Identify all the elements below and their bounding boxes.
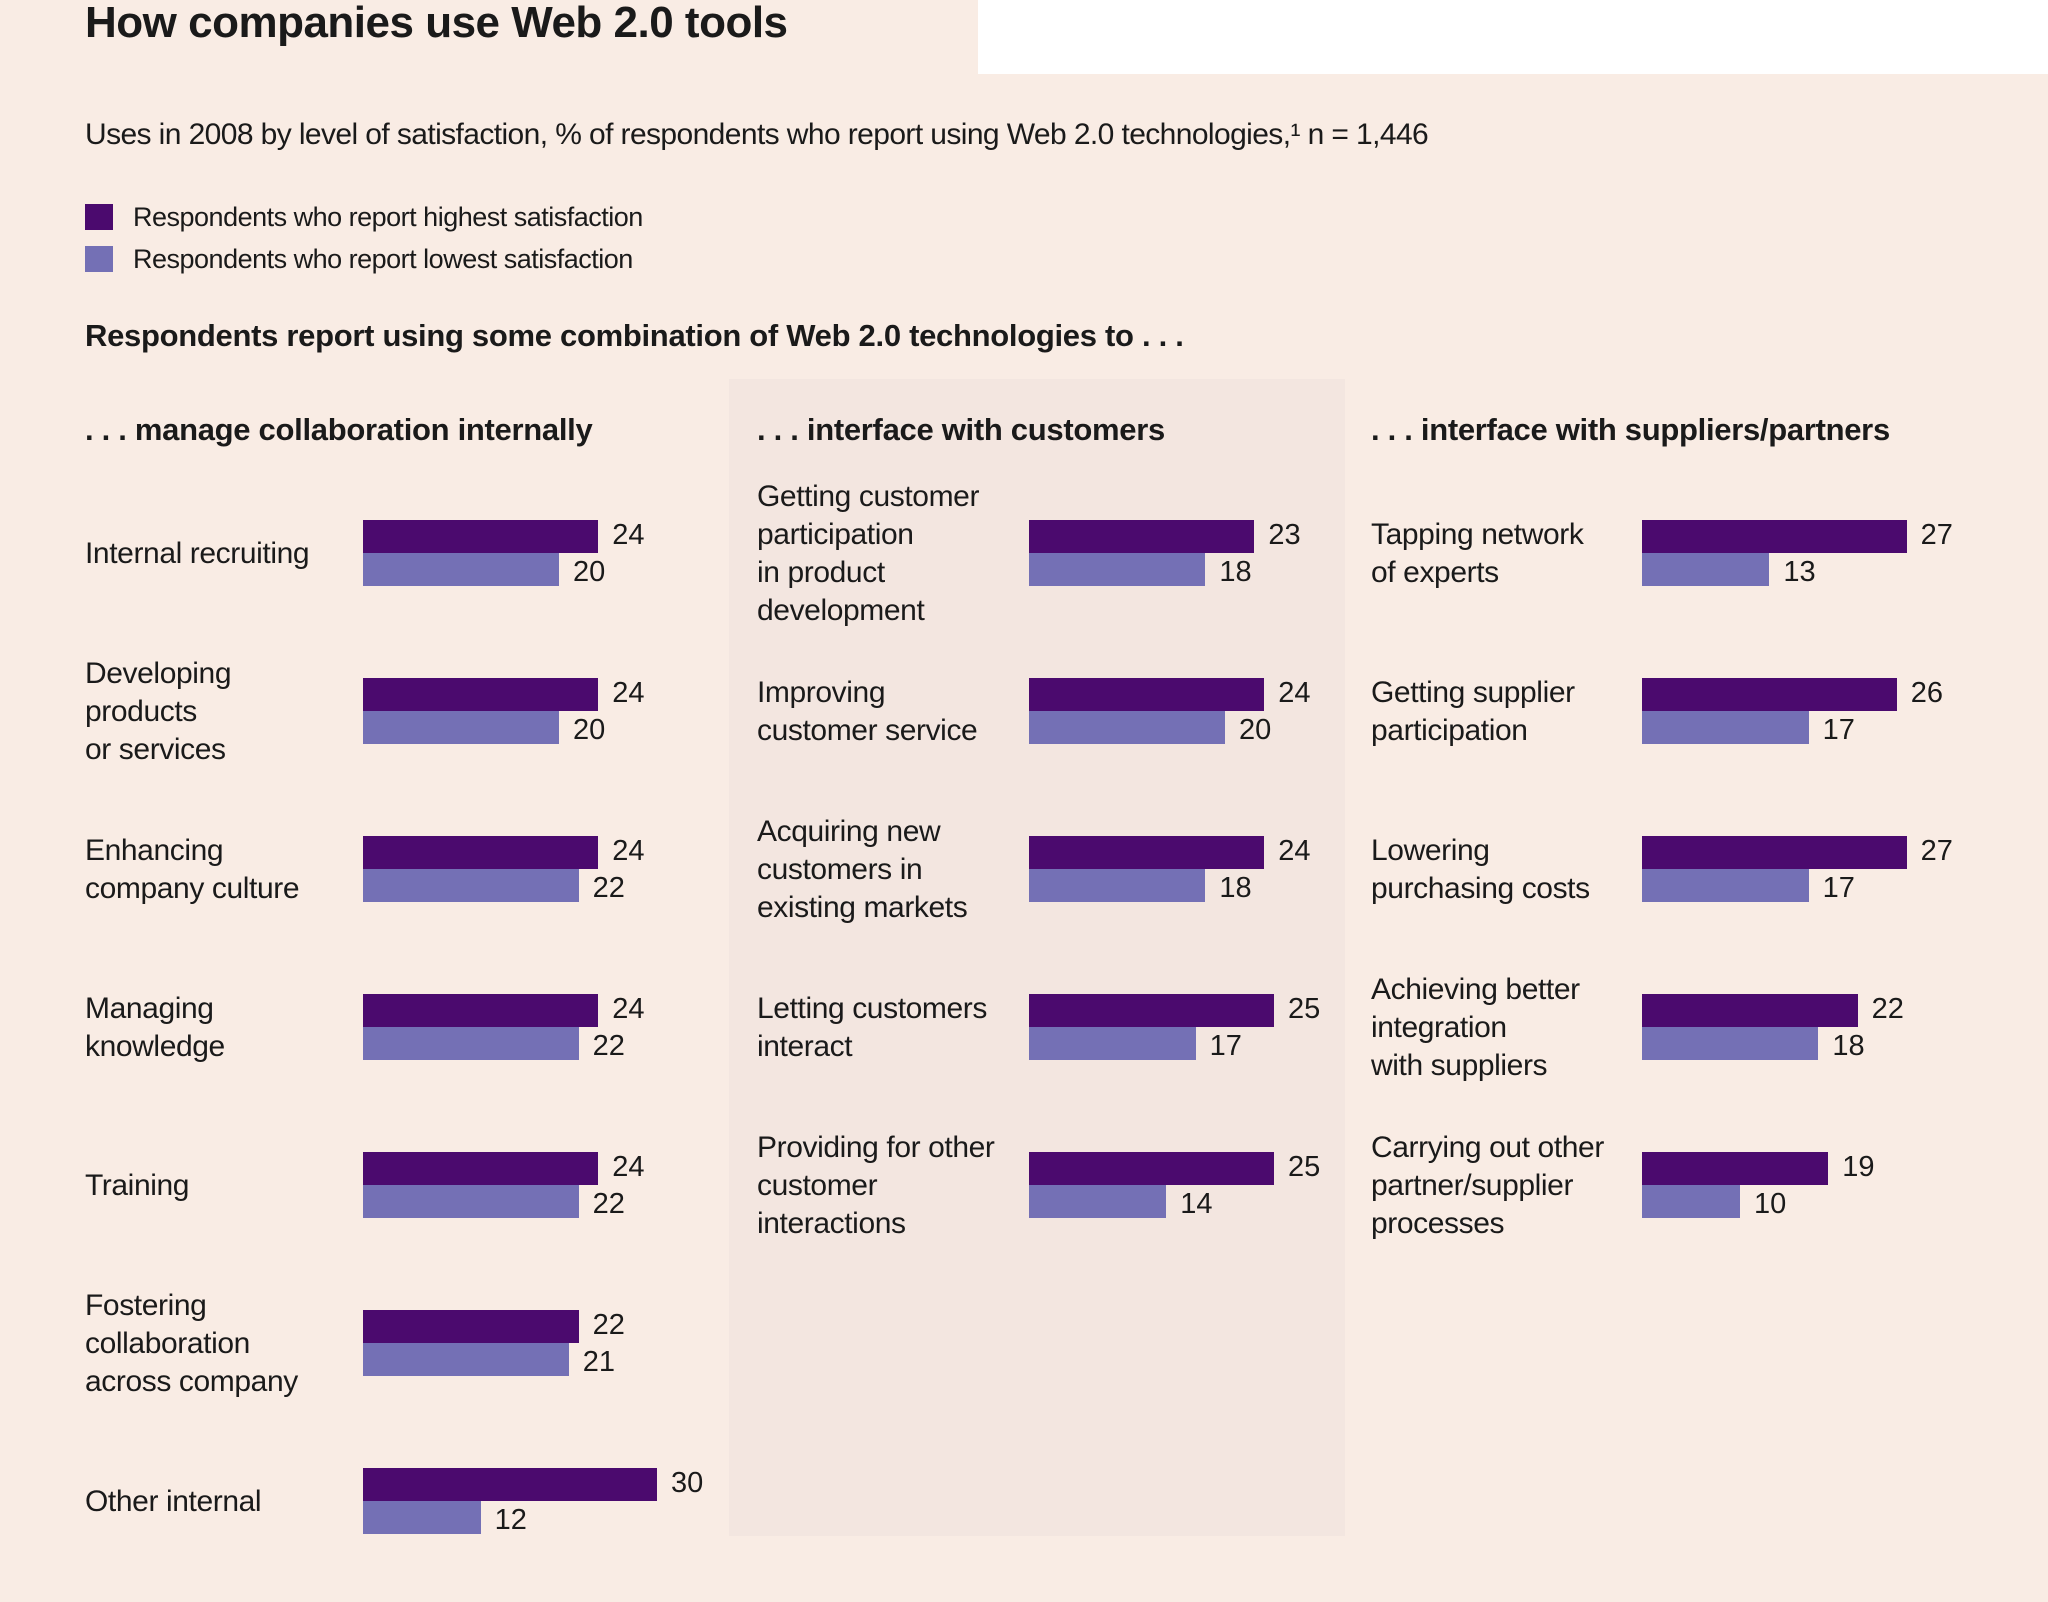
- value-label-highest: 19: [1842, 1151, 1875, 1183]
- category-label: Achieving better integration with suppli…: [1371, 973, 1580, 1082]
- value-label-highest: 24: [612, 677, 645, 709]
- legend-label-lowest: Respondents who report lowest satisfacti…: [133, 244, 633, 274]
- column-heading-suppliers: . . . interface with suppliers/partners: [1371, 412, 1890, 447]
- bar-lowest: [1642, 553, 1770, 586]
- value-label-lowest: 13: [1783, 556, 1816, 588]
- bar-lowest: [1029, 553, 1206, 586]
- category-label: Getting customer participation in produc…: [757, 480, 980, 627]
- category-label: Improving customer service: [757, 676, 978, 747]
- legend-label-highest: Respondents who report highest satisfact…: [133, 202, 643, 232]
- category-label: Carrying out other partner/supplier proc…: [1371, 1131, 1604, 1240]
- category-label: Providing for other customer interaction…: [757, 1131, 995, 1240]
- value-label-lowest: 20: [573, 556, 606, 588]
- bar-highest: [363, 520, 599, 553]
- bar-highest: [1029, 678, 1265, 711]
- value-label-lowest: 18: [1219, 872, 1252, 904]
- column-heading-customers: . . . interface with customers: [757, 412, 1165, 447]
- value-label-lowest: 14: [1180, 1188, 1213, 1220]
- bar-highest: [1642, 1152, 1829, 1185]
- bar-lowest: [363, 1343, 569, 1376]
- value-label-highest: 24: [612, 1151, 645, 1183]
- column-heading-internal: . . . manage collaboration internally: [85, 412, 593, 447]
- category-label: Other internal: [85, 1485, 262, 1518]
- value-label-highest: 25: [1288, 1151, 1321, 1183]
- chart-intro-heading: Respondents report using some combinatio…: [85, 318, 1184, 353]
- category-label: Internal recruiting: [85, 537, 310, 570]
- bar-lowest: [1642, 1027, 1819, 1060]
- value-label-lowest: 22: [592, 1030, 625, 1062]
- bar-lowest: [1029, 711, 1225, 744]
- value-label-lowest: 20: [573, 714, 606, 746]
- value-label-lowest: 17: [1822, 872, 1855, 904]
- bar-highest: [1642, 836, 1907, 869]
- chart-subtitle: Uses in 2008 by level of satisfaction, %…: [85, 118, 1429, 151]
- category-label: Getting supplier participation: [1371, 676, 1575, 747]
- value-label-highest: 24: [1278, 677, 1311, 709]
- bar-lowest: [1029, 1185, 1167, 1218]
- value-label-lowest: 17: [1822, 714, 1855, 746]
- bar-lowest: [363, 1185, 579, 1218]
- bar-lowest: [363, 1027, 579, 1060]
- bar-highest: [1029, 520, 1255, 553]
- bar-highest: [363, 678, 599, 711]
- value-label-highest: 22: [1871, 993, 1904, 1025]
- category-label: Developing products or services: [85, 657, 232, 766]
- bar-highest: [1642, 994, 1858, 1027]
- value-label-lowest: 20: [1239, 714, 1272, 746]
- value-label-lowest: 17: [1209, 1030, 1242, 1062]
- bar-highest: [363, 836, 599, 869]
- value-label-highest: 24: [1278, 835, 1311, 867]
- legend-swatch-highest: [85, 204, 113, 230]
- value-label-lowest: 21: [582, 1346, 616, 1378]
- bar-highest: [1642, 678, 1897, 711]
- bar-highest: [363, 1468, 657, 1501]
- bar-highest: [363, 994, 599, 1027]
- value-label-highest: 22: [592, 1309, 625, 1341]
- bar-highest: [1642, 520, 1907, 553]
- bar-lowest: [363, 1501, 481, 1534]
- value-label-highest: 24: [612, 835, 645, 867]
- bar-highest: [1029, 994, 1274, 1027]
- bar-lowest: [1029, 869, 1206, 902]
- value-label-highest: 27: [1920, 519, 1953, 551]
- value-label-highest: 24: [612, 519, 645, 551]
- category-label: Lowering purchasing costs: [1371, 834, 1590, 905]
- legend-swatch-lowest: [85, 246, 113, 272]
- value-label-lowest: 22: [592, 872, 625, 904]
- value-label-highest: 24: [612, 993, 645, 1025]
- blank-header-area: [978, 0, 2048, 74]
- value-label-highest: 30: [671, 1467, 704, 1499]
- value-label-highest: 26: [1910, 677, 1944, 709]
- value-label-highest: 25: [1288, 993, 1321, 1025]
- category-label: Training: [85, 1169, 190, 1202]
- bar-lowest: [1029, 1027, 1196, 1060]
- category-label: Letting customers interact: [757, 992, 987, 1063]
- category-label: Enhancing company culture: [85, 834, 300, 905]
- bar-highest: [363, 1310, 579, 1343]
- value-label-lowest: 10: [1754, 1188, 1787, 1220]
- bar-lowest: [363, 711, 559, 744]
- bar-lowest: [363, 553, 559, 586]
- chart-title: How companies use Web 2.0 tools: [85, 0, 788, 47]
- bar-lowest: [1642, 711, 1809, 744]
- bar-lowest: [1642, 1185, 1740, 1218]
- category-label: Managing knowledge: [85, 992, 225, 1063]
- value-label-highest: 23: [1268, 519, 1301, 551]
- category-label: Acquiring new customers in existing mark…: [757, 815, 968, 924]
- bar-lowest: [363, 869, 579, 902]
- value-label-highest: 27: [1920, 835, 1953, 867]
- value-label-lowest: 12: [494, 1504, 527, 1536]
- category-label: Fostering collaboration across company: [85, 1289, 298, 1398]
- value-label-lowest: 22: [592, 1188, 625, 1220]
- bar-lowest: [1642, 869, 1809, 902]
- bar-highest: [1029, 836, 1265, 869]
- bar-highest: [1029, 1152, 1274, 1185]
- category-label: Tapping network of experts: [1371, 518, 1584, 589]
- value-label-lowest: 18: [1832, 1030, 1865, 1062]
- value-label-lowest: 18: [1219, 556, 1252, 588]
- bar-highest: [363, 1152, 599, 1185]
